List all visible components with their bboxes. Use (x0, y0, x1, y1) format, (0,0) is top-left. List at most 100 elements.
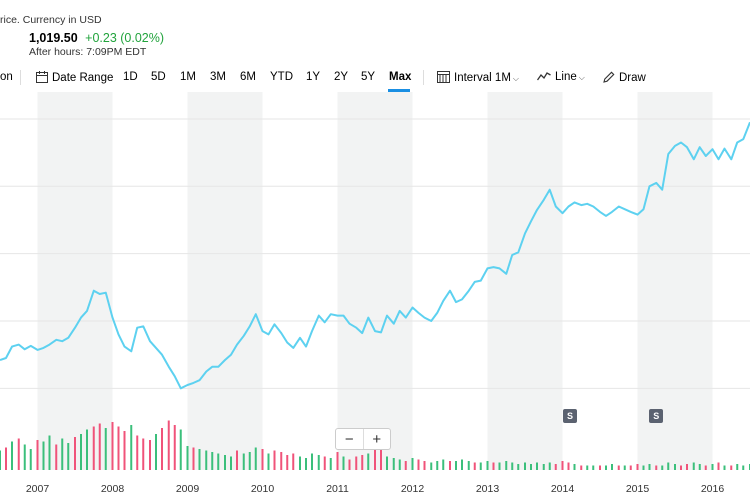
volume-bar (305, 458, 307, 470)
range-2y[interactable]: 2Y (334, 71, 349, 83)
price-line (0, 121, 750, 390)
volume-bar (74, 437, 76, 470)
volume-bar (692, 462, 695, 470)
quote-header: rice. Currency in USD 1,019.50 +0.23 (0.… (0, 0, 750, 60)
range-6m[interactable]: 6M (240, 71, 256, 83)
volume-bar (111, 422, 114, 470)
volume-bar (492, 462, 495, 470)
volume-bar (511, 462, 514, 470)
volume-bar (323, 456, 326, 470)
volume-bar (461, 459, 463, 470)
volume-bar (554, 464, 557, 470)
split-event-marker[interactable]: S (563, 409, 577, 423)
year-shade-band (487, 92, 563, 470)
chart-type-dropdown[interactable]: Line ⌵ (537, 71, 585, 83)
volume-bar (161, 428, 163, 470)
year-shading (37, 92, 713, 470)
volume-bar (167, 420, 170, 470)
toolbar-partial-item[interactable]: on (0, 71, 13, 83)
volume-bar (629, 465, 632, 470)
zoom-in-button[interactable]: + (362, 429, 391, 449)
volume-bar (55, 444, 58, 470)
volume-bar (711, 464, 714, 470)
volume-bar (17, 438, 20, 470)
range-1m[interactable]: 1M (180, 71, 196, 83)
volume-bar (80, 434, 82, 470)
price-line-layer (0, 121, 750, 390)
volume-bar (586, 465, 589, 470)
volume-bar (742, 465, 745, 470)
zoom-out-button[interactable]: − (344, 430, 354, 448)
volume-bar (29, 449, 32, 470)
x-tick-label: 2014 (551, 483, 575, 495)
volume-bar (392, 458, 395, 470)
volume-bar (329, 458, 332, 470)
volume-bar (580, 465, 583, 470)
x-tick-label: 2016 (701, 483, 725, 495)
x-axis: 2007 2008 2009 2010 2011 2012 2013 2014 2015 2016 (26, 483, 725, 495)
split-event-marker[interactable]: S (649, 409, 664, 423)
interval-label: Interval (454, 72, 492, 84)
volume-bar (336, 452, 339, 470)
range-ytd[interactable]: YTD (270, 71, 293, 83)
after-hours-time: After hours: 7:09PM EDT (29, 46, 147, 58)
volume-bar (92, 426, 95, 470)
year-shade-band (187, 92, 263, 470)
volume-bar (367, 453, 370, 470)
range-1d[interactable]: 1D (123, 71, 138, 83)
volume-bar (449, 461, 451, 470)
price-chart-svg[interactable]: 2007 2008 2009 2010 2011 2012 2013 2014 2015 2016 (0, 92, 750, 500)
chevron-down-icon: ⌵ (578, 73, 585, 82)
volume-bar (61, 438, 64, 470)
volume-bar (442, 459, 445, 470)
volume-bar (417, 459, 420, 470)
volume-bar (636, 464, 639, 470)
interval-icon (437, 71, 450, 83)
price-chart[interactable]: 2007 2008 2009 2010 2011 2012 2013 2014 2015 2016 (0, 92, 750, 500)
volume-bar (186, 446, 189, 470)
range-3m[interactable]: 3M (210, 71, 226, 83)
volume-bar (423, 461, 426, 470)
volume-bar (179, 429, 182, 470)
volume-bar (86, 429, 88, 470)
volume-bar (23, 444, 26, 470)
draw-button[interactable]: Draw (603, 71, 646, 84)
volume-bar (398, 459, 401, 470)
year-shade-band (337, 92, 413, 470)
volume-bar (717, 462, 720, 470)
volume-bar (661, 465, 664, 470)
line-chart-icon (537, 72, 551, 81)
volume-bar (374, 437, 376, 470)
toolbar-divider (423, 70, 424, 85)
volume-bar (736, 464, 739, 470)
price-note: rice. Currency in USD (0, 14, 102, 26)
active-range-indicator (388, 89, 410, 92)
x-tick-label: 2012 (401, 483, 425, 495)
range-1y[interactable]: 1Y (306, 71, 321, 83)
horizontal-gridlines (0, 118, 750, 389)
volume-bar (205, 450, 208, 470)
calendar-icon (36, 71, 48, 83)
volume-bar (455, 461, 457, 470)
range-5d[interactable]: 5D (151, 71, 166, 83)
volume-bar (242, 453, 245, 470)
volume-bar (117, 426, 120, 470)
volume-bar (236, 450, 238, 470)
volume-bar (198, 449, 201, 470)
date-range-button[interactable]: Date Range (36, 71, 113, 84)
chart-toolbar: on Date Range 1D 5D 1M 3M 6M YTD 1Y 2Y 5… (0, 64, 750, 92)
range-max[interactable]: Max (389, 71, 412, 83)
volume-bar (567, 462, 570, 470)
range-5y[interactable]: 5Y (361, 71, 376, 83)
volume-bar (0, 450, 1, 470)
interval-dropdown[interactable]: Interval 1M ⌵ (437, 71, 519, 84)
volume-bar (273, 450, 276, 470)
volume-bar (623, 465, 626, 470)
volume-bar (642, 465, 645, 470)
volume-bar (11, 441, 13, 470)
volume-bar (592, 465, 595, 470)
volume-bar (355, 456, 358, 470)
volume-bar (467, 461, 470, 470)
volume-bar (149, 440, 151, 470)
volume-bar (648, 464, 651, 470)
